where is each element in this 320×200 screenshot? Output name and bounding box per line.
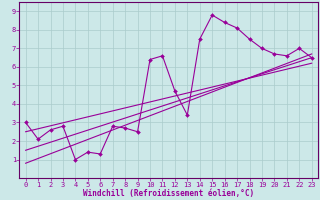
X-axis label: Windchill (Refroidissement éolien,°C): Windchill (Refroidissement éolien,°C) xyxy=(83,189,254,198)
